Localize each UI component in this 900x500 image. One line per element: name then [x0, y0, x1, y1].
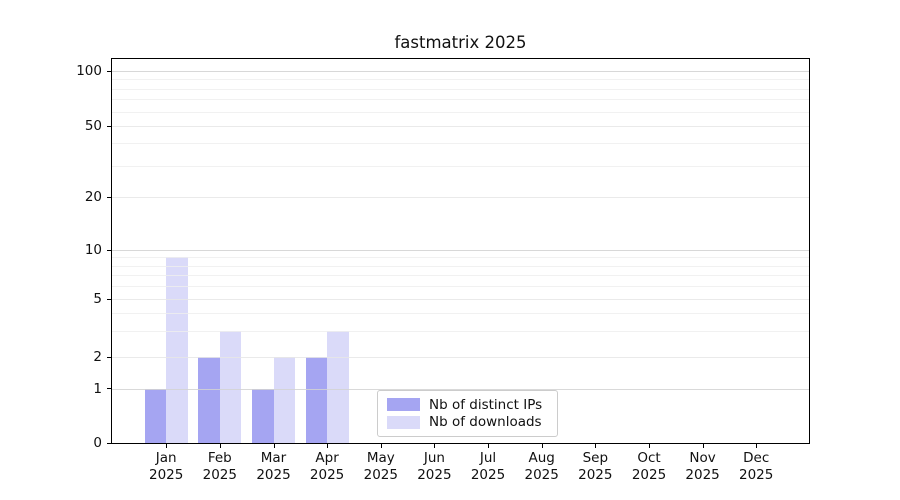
gridline-7	[112, 275, 809, 277]
x-tick-label-jun: Jun 2025	[417, 450, 452, 483]
gridlines-layer	[112, 59, 809, 443]
x-tick-mark-feb	[219, 443, 221, 448]
x-tick-label-sep: Sep 2025	[578, 450, 613, 483]
x-tick-label-may: May 2025	[363, 450, 398, 483]
gridline-5	[112, 299, 809, 300]
gridline-8	[112, 265, 809, 267]
y-tick-mark-5	[107, 298, 112, 300]
gridline-6	[112, 286, 809, 288]
gridline-3	[112, 331, 809, 333]
chart-title: fastmatrix 2025	[394, 33, 527, 52]
gridline-9	[112, 257, 809, 259]
legend-swatch-distinct-ips	[387, 398, 420, 412]
x-tick-label-feb: Feb 2025	[202, 450, 237, 483]
x-tick-mark-nov	[702, 443, 704, 448]
bar-distinct-ips-mar	[252, 388, 274, 443]
legend: Nb of distinct IPs Nb of downloads	[377, 390, 558, 437]
y-tick-mark-2	[107, 356, 112, 358]
gridline-70	[112, 99, 809, 101]
y-tick-label-0: 0	[93, 435, 102, 451]
legend-row-distinct-ips: Nb of distinct IPs	[387, 397, 548, 413]
y-tick-label-5: 5	[93, 291, 102, 307]
gridline-20	[112, 197, 809, 198]
y-tick-label-10: 10	[84, 242, 102, 258]
x-tick-mark-may	[380, 443, 382, 448]
x-tick-mark-jun	[434, 443, 436, 448]
x-tick-label-mar: Mar 2025	[256, 450, 291, 483]
gridline-30	[112, 165, 809, 167]
y-tick-mark-20	[107, 196, 112, 198]
x-tick-label-jan: Jan 2025	[149, 450, 184, 483]
gridline-60	[112, 111, 809, 113]
y-tick-mark-1	[107, 388, 112, 390]
bar-distinct-ips-jan	[144, 388, 167, 443]
x-tick-mark-jan	[166, 443, 168, 448]
x-tick-label-nov: Nov 2025	[685, 450, 720, 483]
x-tick-label-aug: Aug 2025	[524, 450, 559, 483]
y-tick-mark-0	[107, 442, 112, 444]
x-tick-mark-mar	[273, 443, 275, 448]
gridline-80	[112, 88, 809, 90]
bar-distinct-ips-apr	[305, 357, 328, 443]
bar-downloads-apr	[327, 331, 349, 443]
x-tick-mark-dec	[756, 443, 758, 448]
x-tick-mark-aug	[541, 443, 543, 448]
legend-swatch-downloads	[387, 415, 420, 429]
x-tick-mark-apr	[327, 443, 329, 448]
x-tick-mark-oct	[649, 443, 650, 448]
x-tick-mark-sep	[595, 443, 597, 448]
x-tick-mark-jul	[488, 443, 489, 448]
gridline-2	[112, 357, 809, 358]
bar-distinct-ips-feb	[198, 357, 220, 443]
gridline-100	[112, 71, 809, 72]
bar-downloads-feb	[219, 331, 242, 443]
x-tick-label-apr: Apr 2025	[309, 450, 345, 483]
x-tick-label-jul: Jul 2025	[470, 450, 506, 483]
gridline-50	[112, 126, 809, 127]
y-tick-mark-50	[107, 125, 112, 127]
legend-label-distinct-ips: Nb of distinct IPs	[429, 396, 543, 413]
y-tick-mark-100	[107, 70, 112, 72]
bar-downloads-jan	[166, 257, 188, 443]
y-tick-label-20: 20	[84, 189, 102, 205]
gridline-40	[112, 143, 809, 145]
bar-downloads-mar	[273, 357, 295, 443]
y-tick-label-100: 100	[76, 63, 102, 79]
gridline-10	[112, 250, 809, 251]
y-tick-label-50: 50	[84, 118, 102, 134]
plot-area: 0 1 2 5 10 20 50 100 Jan 2025 Feb 2025 Mar 2025 Apr…	[76, 58, 810, 483]
y-tick-mark-10	[107, 249, 112, 251]
legend-label-downloads: Nb of downloads	[429, 414, 542, 431]
legend-row-downloads: Nb of downloads	[387, 414, 548, 430]
gridline-4	[112, 313, 809, 315]
bars-layer	[112, 59, 809, 443]
y-tick-label-1: 1	[93, 380, 102, 397]
x-tick-label-dec: Dec 2025	[739, 450, 774, 483]
ticks-layer: 0 1 2 5 10 20 50 100 Jan 2025 Feb 2025 Mar 2025 Apr…	[76, 59, 809, 483]
gridline-90	[112, 79, 809, 81]
y-tick-label-2: 2	[93, 349, 102, 365]
x-tick-label-oct: Oct 2025	[631, 450, 667, 483]
